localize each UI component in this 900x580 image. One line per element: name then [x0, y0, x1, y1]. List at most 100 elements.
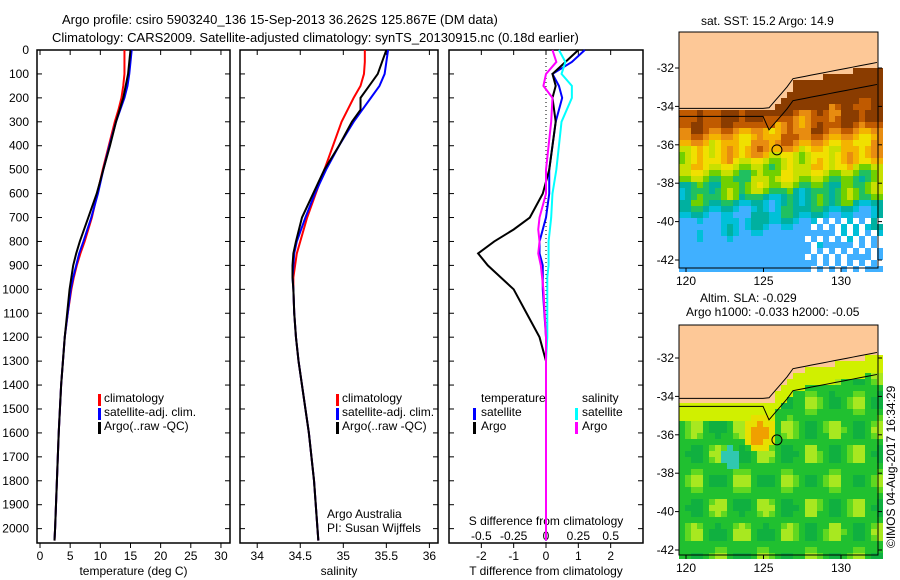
map-cell [799, 122, 805, 128]
map-cell [685, 200, 691, 206]
map-cell [721, 409, 727, 415]
map-cell [751, 535, 757, 541]
map-cell [697, 116, 703, 122]
map-cell [877, 457, 883, 463]
map-cell [739, 206, 745, 212]
map-cell [685, 469, 691, 475]
map-cell [805, 218, 811, 224]
temperature-panel-frame [36, 49, 231, 544]
map-cell [703, 158, 709, 164]
map-cell [757, 218, 763, 224]
map-cell [841, 385, 847, 391]
map-cell [811, 212, 817, 218]
map-cell [685, 110, 691, 116]
map-cell [817, 230, 823, 236]
map-cell [859, 116, 865, 122]
map-cell [853, 415, 859, 421]
map-cell [697, 505, 703, 511]
map-cell [781, 170, 787, 176]
map-cell [829, 439, 835, 445]
map-cell [817, 541, 823, 547]
map-cell [721, 212, 727, 218]
lat-tick-label: -32 [657, 61, 675, 75]
map-cell [811, 547, 817, 553]
map-cell [739, 218, 745, 224]
map-cell [763, 128, 769, 134]
map-cell [829, 248, 835, 254]
map-cell [733, 541, 739, 547]
map-cell [811, 224, 817, 230]
map-cell [871, 475, 877, 481]
map-cell [805, 493, 811, 499]
map-cell [823, 134, 829, 140]
map-cell [715, 427, 721, 433]
map-cell [829, 146, 835, 152]
map-cell [871, 499, 877, 505]
map-cell [685, 415, 691, 421]
map-cell [691, 505, 697, 511]
map-cell [811, 236, 817, 242]
map-cell [733, 134, 739, 140]
map-cell [751, 194, 757, 200]
map-cell [733, 457, 739, 463]
map-cell [871, 218, 877, 224]
map-cell [805, 92, 811, 98]
map-cell [721, 266, 727, 272]
map-cell [751, 230, 757, 236]
map-cell [679, 152, 685, 158]
map-cell [685, 511, 691, 517]
map-cell [877, 182, 883, 188]
x-tick-label: 35.5 [375, 549, 399, 563]
map-cell [817, 553, 823, 559]
map-cell [871, 248, 877, 254]
map-cell [733, 415, 739, 421]
map-cell [733, 176, 739, 182]
map-cell [715, 535, 721, 541]
map-cell [715, 511, 721, 517]
map-cell [781, 242, 787, 248]
map-cell [811, 535, 817, 541]
map-cell [847, 397, 853, 403]
map-cell [709, 200, 715, 206]
y-tick-label: 1900 [2, 498, 29, 512]
map-cell [775, 134, 781, 140]
map-cell [811, 164, 817, 170]
map-cell [691, 248, 697, 254]
map-cell [763, 469, 769, 475]
map-cell [835, 248, 841, 254]
map-cell [823, 74, 829, 80]
map-cell [805, 80, 811, 86]
map-cell [787, 451, 793, 457]
map-cell [769, 164, 775, 170]
map-cell [691, 463, 697, 469]
map-cell [739, 553, 745, 559]
map-cell [865, 230, 871, 236]
map-cell [715, 463, 721, 469]
map-cell [799, 439, 805, 445]
map-cell [859, 469, 865, 475]
map-cell [865, 74, 871, 80]
map-cell [835, 128, 841, 134]
map-cell [727, 547, 733, 553]
map-cell [679, 529, 685, 535]
map-cell [817, 176, 823, 182]
lat-tick-label: -38 [657, 466, 675, 480]
map-cell [829, 487, 835, 493]
map-cell [835, 385, 841, 391]
x-tick-label: 0 [543, 549, 550, 563]
map-cell [781, 104, 787, 110]
map-cell [841, 517, 847, 523]
map-cell [805, 463, 811, 469]
map-cell [781, 445, 787, 451]
map-cell [781, 421, 787, 427]
map-cell [727, 445, 733, 451]
map-cell [817, 511, 823, 517]
map-cell [763, 475, 769, 481]
map-cell [727, 421, 733, 427]
map-cell [817, 242, 823, 248]
map-cell [757, 541, 763, 547]
map-cell [739, 212, 745, 218]
map-cell [781, 224, 787, 230]
map-cell [847, 116, 853, 122]
map-cell [805, 523, 811, 529]
